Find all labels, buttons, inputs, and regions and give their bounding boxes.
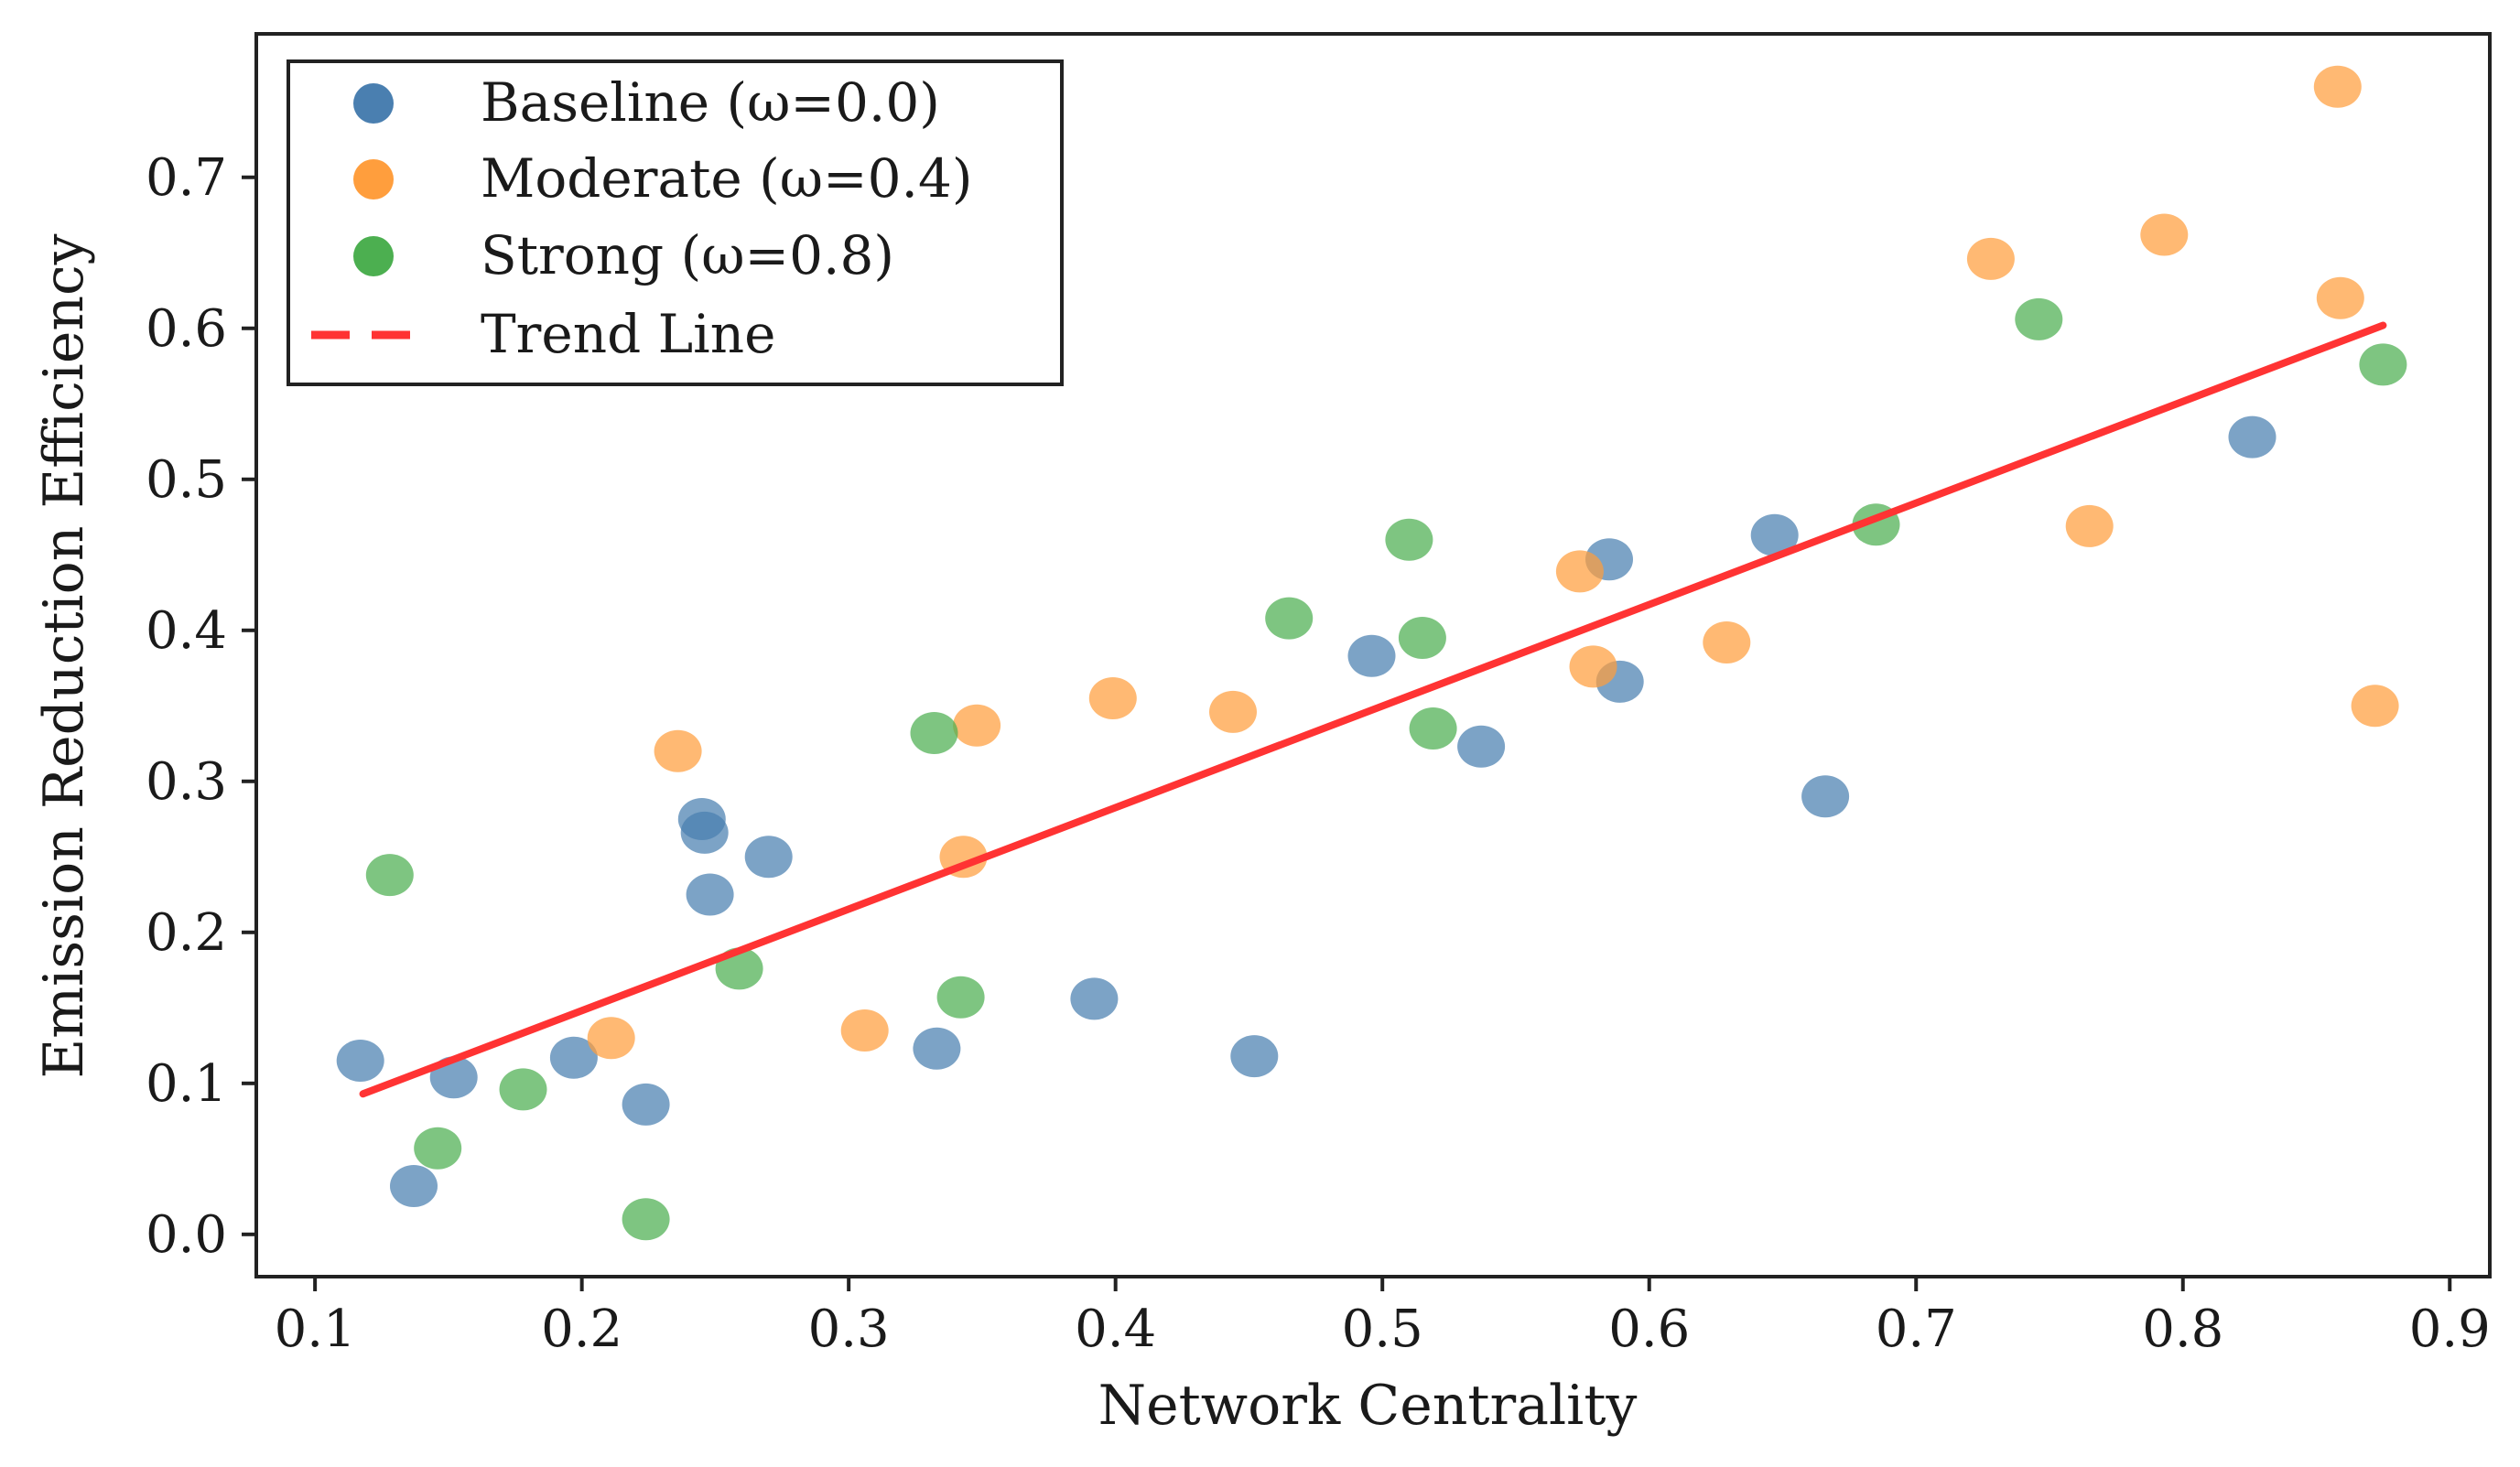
point-baseline-4	[622, 1083, 670, 1126]
point-moderate-0	[587, 1017, 635, 1060]
point-moderate-4	[953, 704, 1001, 747]
y-tick-label-0.5: 0.5	[146, 450, 227, 510]
x-tick-label-0.9: 0.9	[2409, 1300, 2491, 1359]
x-tick-label-0.2: 0.2	[541, 1300, 622, 1359]
point-strong-10	[1409, 707, 1457, 750]
y-tick-label-0.3: 0.3	[146, 752, 227, 812]
point-strong-6	[936, 976, 985, 1019]
point-moderate-9	[1703, 621, 1751, 663]
point-baseline-11	[1230, 1035, 1279, 1078]
plot-frame	[254, 32, 2492, 1278]
x-tick-label-0.8: 0.8	[2142, 1300, 2223, 1359]
point-moderate-7	[1555, 550, 1604, 593]
point-moderate-14	[2316, 276, 2364, 319]
point-strong-9	[1398, 617, 1446, 659]
point-baseline-0	[336, 1040, 384, 1082]
x-axis-label: Network Centrality	[1098, 1374, 1638, 1438]
legend-marker-strong	[353, 236, 394, 276]
x-tick-label-0.7: 0.7	[1876, 1300, 1957, 1359]
x-tick-label-0.1: 0.1	[275, 1300, 356, 1359]
point-strong-7	[1265, 597, 1314, 640]
point-baseline-10	[1070, 977, 1119, 1020]
y-tick-label-0.4: 0.4	[146, 601, 227, 661]
trend-line	[359, 321, 2387, 1098]
legend: Baseline (ω=0.0) Moderate (ω=0.4) Strong…	[287, 59, 1064, 386]
point-moderate-15	[2351, 685, 2399, 728]
legend-label-strong: Strong (ω=0.8)	[481, 224, 894, 286]
y-tick-label-0.7: 0.7	[146, 148, 227, 208]
point-moderate-12	[2140, 213, 2189, 256]
legend-label-moderate: Moderate (ω=0.4)	[481, 147, 973, 210]
legend-label-trend-line: Trend Line	[481, 303, 775, 365]
point-strong-1	[414, 1127, 462, 1170]
point-baseline-9	[913, 1027, 961, 1070]
y-tick-label-0.6: 0.6	[146, 299, 227, 359]
point-strong-5	[910, 712, 958, 754]
y-tick-label-0.0: 0.0	[146, 1205, 227, 1265]
point-strong-12	[2015, 297, 2063, 340]
point-strong-13	[2359, 343, 2407, 386]
point-baseline-17	[1801, 775, 1850, 818]
point-strong-2	[499, 1068, 547, 1111]
axes: 0.1 0.2 0.3 0.4 0.5 0.6 0.7 0.8 0.9 0.0 0.1 0.2 0.3 0…	[146, 32, 2492, 1359]
point-moderate-13	[2313, 65, 2362, 108]
legend-marker-moderate	[353, 159, 394, 200]
y-tick-label-0.2: 0.2	[146, 903, 227, 963]
plot-area	[336, 65, 2407, 1241]
point-moderate-2	[840, 1009, 889, 1052]
point-moderate-1	[654, 729, 702, 772]
point-baseline-12	[1347, 634, 1396, 677]
x-tick-label-0.6: 0.6	[1608, 1300, 1690, 1359]
point-baseline-1	[390, 1165, 438, 1207]
point-moderate-5	[1088, 677, 1137, 719]
point-strong-8	[1385, 518, 1433, 561]
point-moderate-6	[1209, 690, 1257, 733]
x-tick-label-0.4: 0.4	[1075, 1300, 1156, 1359]
point-baseline-16	[1750, 513, 1799, 556]
legend-marker-baseline	[353, 83, 394, 124]
y-tick-label-0.1: 0.1	[146, 1054, 227, 1114]
y-axis-label: Emission Reduction Efficiency	[32, 233, 96, 1078]
point-strong-0	[365, 854, 414, 897]
point-baseline-18	[2228, 415, 2277, 458]
x-tick-label-0.3: 0.3	[808, 1300, 890, 1359]
legend-label-baseline: Baseline (ω=0.0)	[481, 71, 940, 134]
point-baseline-7	[686, 873, 734, 916]
point-baseline-3	[549, 1036, 598, 1079]
point-moderate-10	[1966, 237, 2015, 280]
point-baseline-8	[744, 836, 793, 879]
point-moderate-11	[2065, 504, 2114, 547]
point-strong-3	[622, 1198, 670, 1241]
point-baseline-13	[1457, 725, 1506, 768]
point-baseline-6	[680, 811, 729, 854]
point-moderate-8	[1569, 645, 1617, 688]
x-tick-label-0.5: 0.5	[1342, 1300, 1423, 1359]
legend-frame	[287, 59, 1064, 386]
